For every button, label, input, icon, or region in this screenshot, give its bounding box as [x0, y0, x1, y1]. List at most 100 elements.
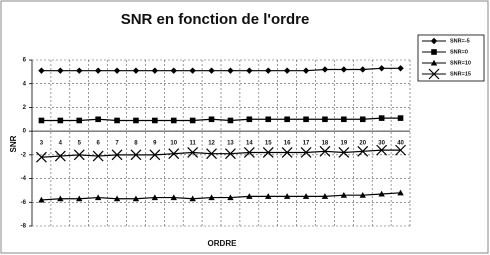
marker: [54, 150, 66, 162]
x-tick-label: 17: [303, 141, 310, 147]
legend-label: SNR=10: [450, 60, 471, 66]
y-tick-label: -8: [21, 224, 27, 230]
marker: [38, 67, 45, 74]
marker: [208, 194, 215, 201]
x-tick-label: 11: [189, 141, 196, 147]
marker: [189, 117, 196, 124]
marker: [208, 116, 215, 123]
marker: [36, 151, 47, 163]
series-line: [41, 149, 401, 158]
marker: [302, 193, 310, 199]
marker: [132, 195, 140, 202]
marker: [340, 66, 348, 73]
x-tick-label: 18: [322, 141, 329, 147]
marker: [359, 116, 366, 123]
marker: [284, 116, 290, 123]
marker: [38, 117, 45, 124]
marker: [359, 66, 366, 73]
x-tick-label: 3: [40, 141, 44, 147]
marker: [378, 115, 385, 121]
x-tick-label: 30: [378, 141, 385, 147]
marker: [246, 193, 253, 199]
marker: [208, 67, 215, 74]
legend-label: SNR=-5: [450, 38, 470, 44]
marker: [225, 148, 236, 160]
x-tick-label: 16: [284, 141, 291, 147]
marker: [76, 67, 83, 74]
y-tick-label: -4: [21, 176, 27, 182]
x-axis-title: ORDRE: [208, 239, 238, 248]
y-tick-label: 6: [23, 58, 27, 64]
marker: [395, 144, 406, 156]
marker: [246, 67, 253, 74]
marker: [227, 194, 234, 201]
marker: [132, 67, 140, 74]
marker: [283, 67, 291, 74]
marker: [152, 117, 158, 124]
series-line: [41, 117, 401, 122]
marker: [303, 116, 309, 123]
x-tick-label: 13: [227, 141, 234, 147]
marker: [38, 196, 45, 203]
marker: [76, 195, 83, 202]
legend-marker: [431, 49, 437, 55]
marker: [397, 189, 404, 196]
x-tick-label: 10: [170, 141, 177, 147]
x-tick-label: 9: [153, 141, 157, 147]
marker: [111, 149, 123, 161]
x-tick-label: 19: [341, 141, 348, 147]
marker: [168, 148, 180, 160]
y-tick-label: 2: [23, 105, 27, 111]
marker: [57, 117, 64, 124]
x-tick-label: 7: [115, 141, 119, 147]
y-axis-title: SNR: [9, 135, 18, 152]
marker: [94, 194, 102, 201]
x-tick-label: 14: [246, 141, 253, 147]
marker: [130, 149, 142, 161]
marker: [149, 149, 161, 161]
marker: [357, 145, 369, 157]
marker: [281, 147, 293, 158]
marker: [265, 67, 272, 74]
marker: [340, 191, 348, 198]
marker: [265, 116, 272, 123]
marker: [338, 147, 350, 158]
marker: [359, 191, 366, 198]
marker: [397, 115, 404, 121]
marker: [189, 67, 196, 74]
y-tick-label: -6: [21, 200, 27, 206]
marker: [397, 65, 404, 72]
marker: [243, 147, 255, 158]
x-tick-label: 15: [265, 141, 272, 147]
x-tick-label: 4: [59, 141, 63, 147]
marker: [57, 67, 64, 74]
x-tick-label: 40: [397, 141, 404, 147]
marker: [113, 67, 121, 74]
marker: [322, 116, 328, 123]
marker: [187, 147, 199, 158]
marker: [94, 67, 102, 74]
marker: [378, 190, 385, 197]
y-tick-label: -2: [21, 152, 27, 158]
y-tick-label: 4: [23, 81, 27, 87]
marker: [378, 65, 385, 72]
legend-box: [417, 34, 485, 82]
marker: [76, 117, 83, 124]
marker: [133, 117, 139, 124]
marker: [321, 66, 329, 73]
marker: [189, 195, 196, 202]
marker: [92, 150, 104, 162]
marker: [319, 145, 331, 157]
marker: [57, 195, 64, 202]
marker: [265, 193, 272, 199]
marker: [95, 116, 101, 123]
marker: [170, 117, 177, 124]
marker: [283, 193, 291, 199]
marker: [151, 194, 159, 201]
marker: [321, 193, 329, 199]
marker: [227, 117, 234, 124]
y-tick-label: 0: [23, 129, 27, 135]
